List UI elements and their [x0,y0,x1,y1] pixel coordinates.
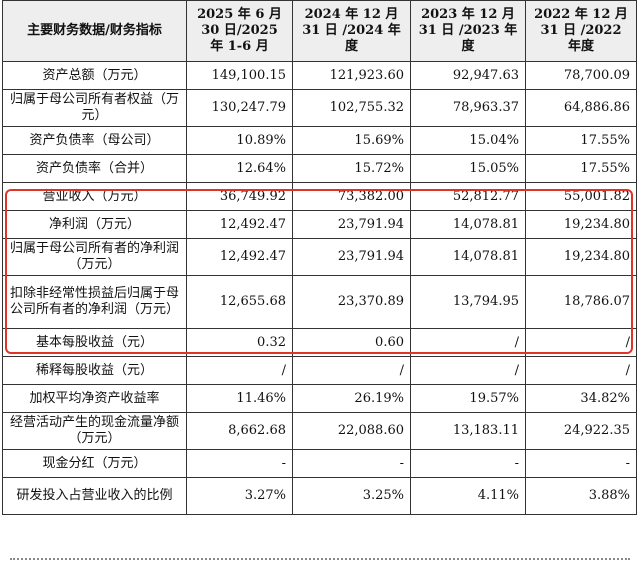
cell: 121,923.60 [292,61,411,90]
table-row: 加权平均净资产收益率 11.46% 26.19% 19.57% 34.82% [2,384,637,413]
header-2025h1: 2025 年 6 月 30 日/2025 年 1-6 月 [186,0,293,62]
table-row: 稀释每股收益（元） / / / / [2,356,637,385]
cell: 34.82% [525,384,637,413]
row-label: 基本每股收益（元） [2,328,187,357]
cell: 13,794.95 [410,275,526,329]
cell: 17.55% [525,126,637,155]
cell: 19,234.80 [525,238,637,276]
cell: 15.69% [292,126,411,155]
cell: 3.88% [525,477,637,515]
cell: 64,886.86 [525,89,637,127]
cell: 4.11% [410,477,526,515]
row-label: 加权平均净资产收益率 [2,384,187,413]
cell: - [186,449,293,478]
cell: / [292,356,411,385]
cell: 15.05% [410,154,526,183]
cell: 13,183.11 [410,412,526,450]
table-row: 净利润（万元） 12,492.47 23,791.94 14,078.81 19… [2,210,637,239]
table-row: 资产负债率（母公司） 10.89% 15.69% 15.04% 17.55% [2,126,637,155]
table-row: 资产负债率（合并） 12.64% 15.72% 15.05% 17.55% [2,154,637,183]
row-label: 经营活动产生的现金流量净额（万元） [2,412,187,450]
cell: 36,749.92 [186,182,293,211]
table-row: 资产总额（万元） 149,100.15 121,923.60 92,947.63… [2,61,637,90]
row-label: 研发投入占营业收入的比例 [2,477,187,515]
cell: 26.19% [292,384,411,413]
cell: 78,700.09 [525,61,637,90]
row-label: 营业收入（万元） [2,182,187,211]
table-row: 归属于母公司所有者权益（万元） 130,247.79 102,755.32 78… [2,89,637,127]
cell: 12,655.68 [186,275,293,329]
table-row: 基本每股收益（元） 0.32 0.60 / / [2,328,637,357]
cell: - [410,449,526,478]
cell: 73,382.00 [292,182,411,211]
cropped-footer-text-edge [10,558,630,565]
header-indicator: 主要财务数据/财务指标 [2,0,187,62]
cell: 14,078.81 [410,210,526,239]
cell: 23,791.94 [292,238,411,276]
cell: 149,100.15 [186,61,293,90]
cell: 14,078.81 [410,238,526,276]
table-row: 归属于母公司所有者的净利润（万元） 12,492.47 23,791.94 14… [2,238,637,276]
cell: 3.25% [292,477,411,515]
row-label: 现金分红（万元） [2,449,187,478]
cell: 10.89% [186,126,293,155]
row-label: 稀释每股收益（元） [2,356,187,385]
cell: 11.46% [186,384,293,413]
cell: 8,662.68 [186,412,293,450]
cell: - [525,449,637,478]
cell: 102,755.32 [292,89,411,127]
cell: 52,812.77 [410,182,526,211]
cell: 92,947.63 [410,61,526,90]
cell: 17.55% [525,154,637,183]
row-label: 归属于母公司所有者权益（万元） [2,89,187,127]
cell: 78,963.37 [410,89,526,127]
cell: 18,786.07 [525,275,637,329]
cell: 19.57% [410,384,526,413]
cell: 55,001.82 [525,182,637,211]
cell: 12.64% [186,154,293,183]
financial-table: 主要财务数据/财务指标 2025 年 6 月 30 日/2025 年 1-6 月… [2,0,637,515]
cell: 0.60 [292,328,411,357]
cell: 19,234.80 [525,210,637,239]
cell: / [525,356,637,385]
cell: 15.04% [410,126,526,155]
cell: / [525,328,637,357]
cell: / [410,328,526,357]
cell: 15.72% [292,154,411,183]
cell: 23,370.89 [292,275,411,329]
table-row: 经营活动产生的现金流量净额（万元） 8,662.68 22,088.60 13,… [2,412,637,450]
cell: 24,922.35 [525,412,637,450]
row-label: 资产负债率（合并） [2,154,187,183]
row-label: 资产负债率（母公司） [2,126,187,155]
header-2023: 2023 年 12 月 31 日 /2023 年度 [410,0,526,62]
table-row: 营业收入（万元） 36,749.92 73,382.00 52,812.77 5… [2,182,637,211]
cell: / [410,356,526,385]
cell: 0.32 [186,328,293,357]
row-label: 资产总额（万元） [2,61,187,90]
cell: 23,791.94 [292,210,411,239]
row-label: 扣除非经常性损益后归属于母公司所有者的净利润（万元） [2,275,187,329]
cell: / [186,356,293,385]
table-row: 扣除非经常性损益后归属于母公司所有者的净利润（万元） 12,655.68 23,… [2,275,637,329]
row-label: 归属于母公司所有者的净利润（万元） [2,238,187,276]
header-2024: 2024 年 12 月 31 日 /2024 年度 [292,0,411,62]
cell: - [292,449,411,478]
cell: 22,088.60 [292,412,411,450]
header-row: 主要财务数据/财务指标 2025 年 6 月 30 日/2025 年 1-6 月… [2,0,637,62]
table-row: 研发投入占营业收入的比例 3.27% 3.25% 4.11% 3.88% [2,477,637,515]
header-2022: 2022 年 12 月 31 日 /2022 年度 [525,0,637,62]
cell: 12,492.47 [186,238,293,276]
cell: 3.27% [186,477,293,515]
table-row: 现金分红（万元） - - - - [2,449,637,478]
row-label: 净利润（万元） [2,210,187,239]
cell: 12,492.47 [186,210,293,239]
cell: 130,247.79 [186,89,293,127]
